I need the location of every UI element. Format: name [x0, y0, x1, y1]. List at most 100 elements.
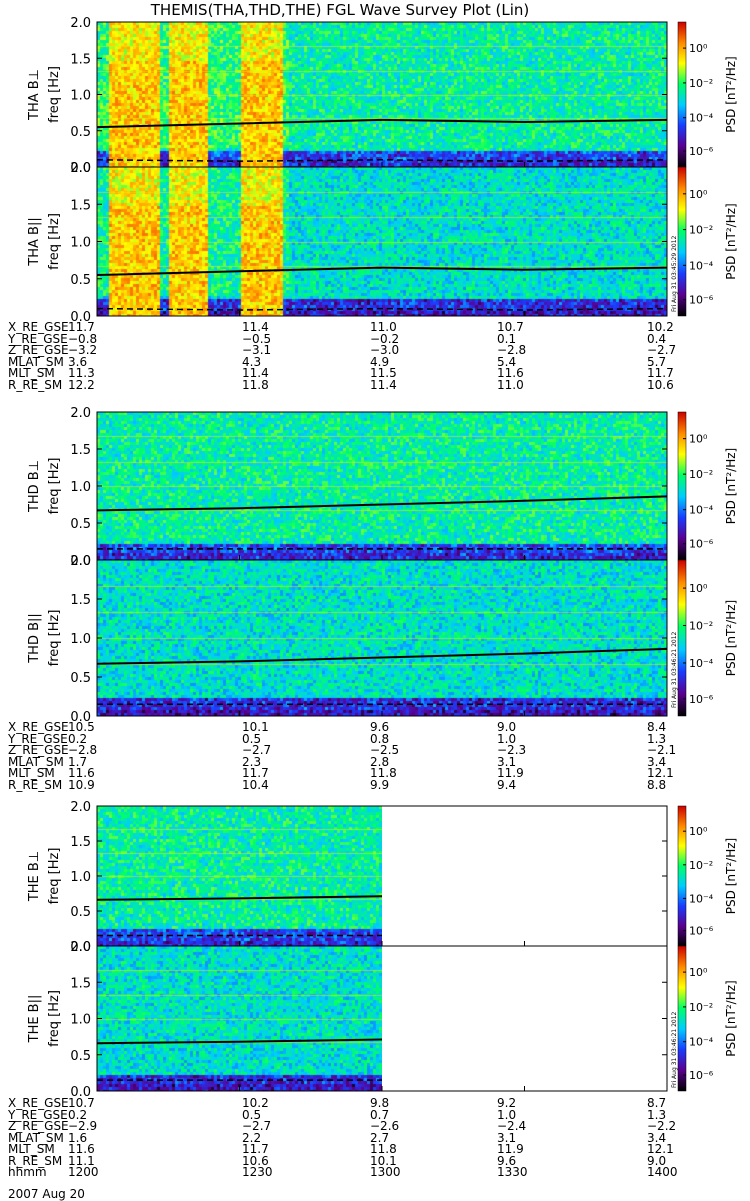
ephemeris-value: 1400: [647, 1165, 678, 1179]
ephemeris-value: 0.2: [68, 731, 88, 746]
ephemeris-value: 11.0: [497, 377, 524, 392]
colorbar-tick-label: 10⁰: [689, 966, 708, 979]
colorbar-tick-label: 10⁻⁶: [689, 1069, 714, 1082]
colorbar-tick-label: 10⁻⁶: [689, 294, 714, 307]
ephemeris-value: 12.2: [68, 377, 95, 392]
ephemeris-value: 3.4: [647, 1130, 667, 1145]
ephemeris-value: 11.7: [242, 766, 269, 780]
spectrogram-image: [97, 167, 667, 316]
colorbar-tick-label: 10⁻²: [689, 859, 713, 872]
ephemeris-value: 8.7: [647, 1096, 667, 1110]
dashed-line: [96, 307, 668, 311]
panel-ylabel: THD B||: [27, 613, 42, 664]
ephemeris-value: 1200: [68, 1165, 99, 1179]
colorbar-label: PSD [nT²/Hz]: [724, 448, 738, 524]
ephemeris-value: 1300: [370, 1165, 401, 1179]
ephemeris-value: 11.0: [370, 320, 397, 334]
ephemeris-value: 9.6: [497, 1153, 517, 1168]
y-tick-label: 1.5: [70, 443, 91, 458]
colorbar-label: PSD [nT²/Hz]: [724, 600, 738, 676]
colorbar: [677, 166, 687, 317]
freq-axis-label: freq [Hz]: [47, 66, 62, 123]
timestamp-stamp: Fri Aug 31 03:46:21 2012: [671, 1011, 678, 1088]
colorbar-tick-label: 10⁻⁴: [689, 657, 714, 670]
ephemeris-value: 9.2: [497, 1096, 517, 1110]
panel-ylabel: THA B⊥: [27, 69, 42, 121]
solid-line: [96, 266, 668, 276]
ephemeris-value: 9.0: [497, 720, 517, 734]
ephemeris-value: −3.1: [242, 343, 272, 357]
y-tick-label: 2.0: [70, 940, 91, 955]
solid-line: [96, 895, 383, 901]
y-tick-label: 1.0: [70, 89, 91, 104]
ephemeris-value: 0.7: [370, 1107, 390, 1122]
colorbar-label: PSD [nT²/Hz]: [724, 980, 738, 1056]
ephemeris-value: 12.1: [647, 1142, 674, 1156]
colorbar: [677, 21, 687, 168]
solid-line: [96, 118, 668, 129]
freq-axis-label: freq [Hz]: [47, 990, 62, 1047]
colorbar-tick-label: 10⁻⁴: [689, 892, 714, 905]
ephemeris-value: 11.5: [370, 366, 397, 380]
y-tick-label: 0.0: [70, 554, 91, 569]
ephemeris-value: −2.8: [68, 743, 98, 757]
y-tick-label: 1.5: [70, 593, 91, 608]
colorbar: [677, 411, 687, 561]
ephemeris-value: 1330: [497, 1165, 528, 1179]
ephemeris-value: −2.7: [647, 343, 677, 357]
colorbar-tick-label: 10⁰: [689, 42, 708, 55]
ephemeris-value: −2.8: [497, 343, 527, 357]
colorbar-tick-label: 10⁻⁶: [689, 538, 714, 551]
colorbar-tick-label: 10⁰: [689, 825, 708, 838]
ephemeris-value: −0.5: [242, 331, 272, 346]
freq-axis-label: freq [Hz]: [47, 213, 62, 270]
y-tick-label: 2.0: [70, 16, 91, 31]
colorbar-tick-label: 10⁰: [689, 433, 708, 446]
ephemeris-value: 0.5: [242, 1107, 262, 1122]
colorbar-label: PSD [nT²/Hz]: [724, 56, 738, 132]
ephemeris-value: 4.9: [370, 354, 390, 369]
ephemeris-value: 11.9: [497, 766, 524, 780]
y-tick-label: 1.5: [70, 835, 91, 850]
ephemeris-value: 9.4: [497, 777, 517, 792]
colorbar-tick-label: 10⁻²: [689, 620, 713, 633]
colorbar-tick-label: 10⁻²: [689, 1001, 713, 1014]
colorbar-tick-label: 10⁻⁶: [689, 925, 714, 938]
panel-ylabel: THD B⊥: [27, 460, 42, 513]
solid-line: [96, 495, 668, 512]
colorbar-tick-label: 10⁻²: [689, 77, 713, 90]
ephemeris-label: MLT_SM: [8, 366, 55, 380]
ephemeris-label: R_RE_SM: [8, 777, 63, 792]
ephemeris-value: 0.5: [242, 731, 262, 746]
ephemeris-value: 11.4: [242, 366, 269, 380]
ephemeris-value: −2.6: [370, 1119, 400, 1133]
colorbar-tick-label: 10⁻⁶: [689, 145, 714, 158]
ephemeris-value: 2.7: [370, 1130, 390, 1145]
colorbar-label: PSD [nT²/Hz]: [724, 203, 738, 279]
ephemeris-label: Y_RE_GSE: [8, 731, 68, 746]
ephemeris-value: 9.9: [370, 777, 390, 792]
ephemeris-value: −3.2: [68, 343, 98, 357]
y-tick-label: 2.0: [70, 161, 91, 176]
ephemeris-value: 0.8: [370, 731, 390, 746]
ephemeris-value: 10.1: [242, 720, 269, 734]
y-tick-label: 1.5: [70, 976, 91, 991]
ephemeris-value: 11.7: [68, 320, 95, 334]
y-tick-label: 1.0: [70, 236, 91, 251]
colorbar-tick-label: 10⁰: [689, 582, 708, 595]
ephemeris-label: MLT_SM: [8, 1142, 55, 1156]
ephemeris-label: R_RE_SM: [8, 377, 63, 392]
colorbar: [677, 805, 687, 947]
spectrogram-image: [97, 412, 667, 560]
ephemeris-value: 2.3: [242, 754, 262, 769]
ephemeris-label: Y_RE_GSE: [8, 1107, 68, 1122]
ephemeris-label: X_RE_GSE: [8, 720, 69, 734]
ephemeris-value: −3.0: [370, 343, 400, 357]
ephemeris-value: 12.1: [647, 766, 674, 780]
ephemeris-value: −2.5: [370, 743, 400, 757]
spectrogram-image: [97, 946, 382, 1091]
dashed-line: [96, 159, 668, 162]
colorbar-tick-label: 10⁻⁴: [689, 504, 714, 517]
ephemeris-value: 11.3: [68, 366, 95, 380]
solid-line: [96, 1038, 383, 1045]
